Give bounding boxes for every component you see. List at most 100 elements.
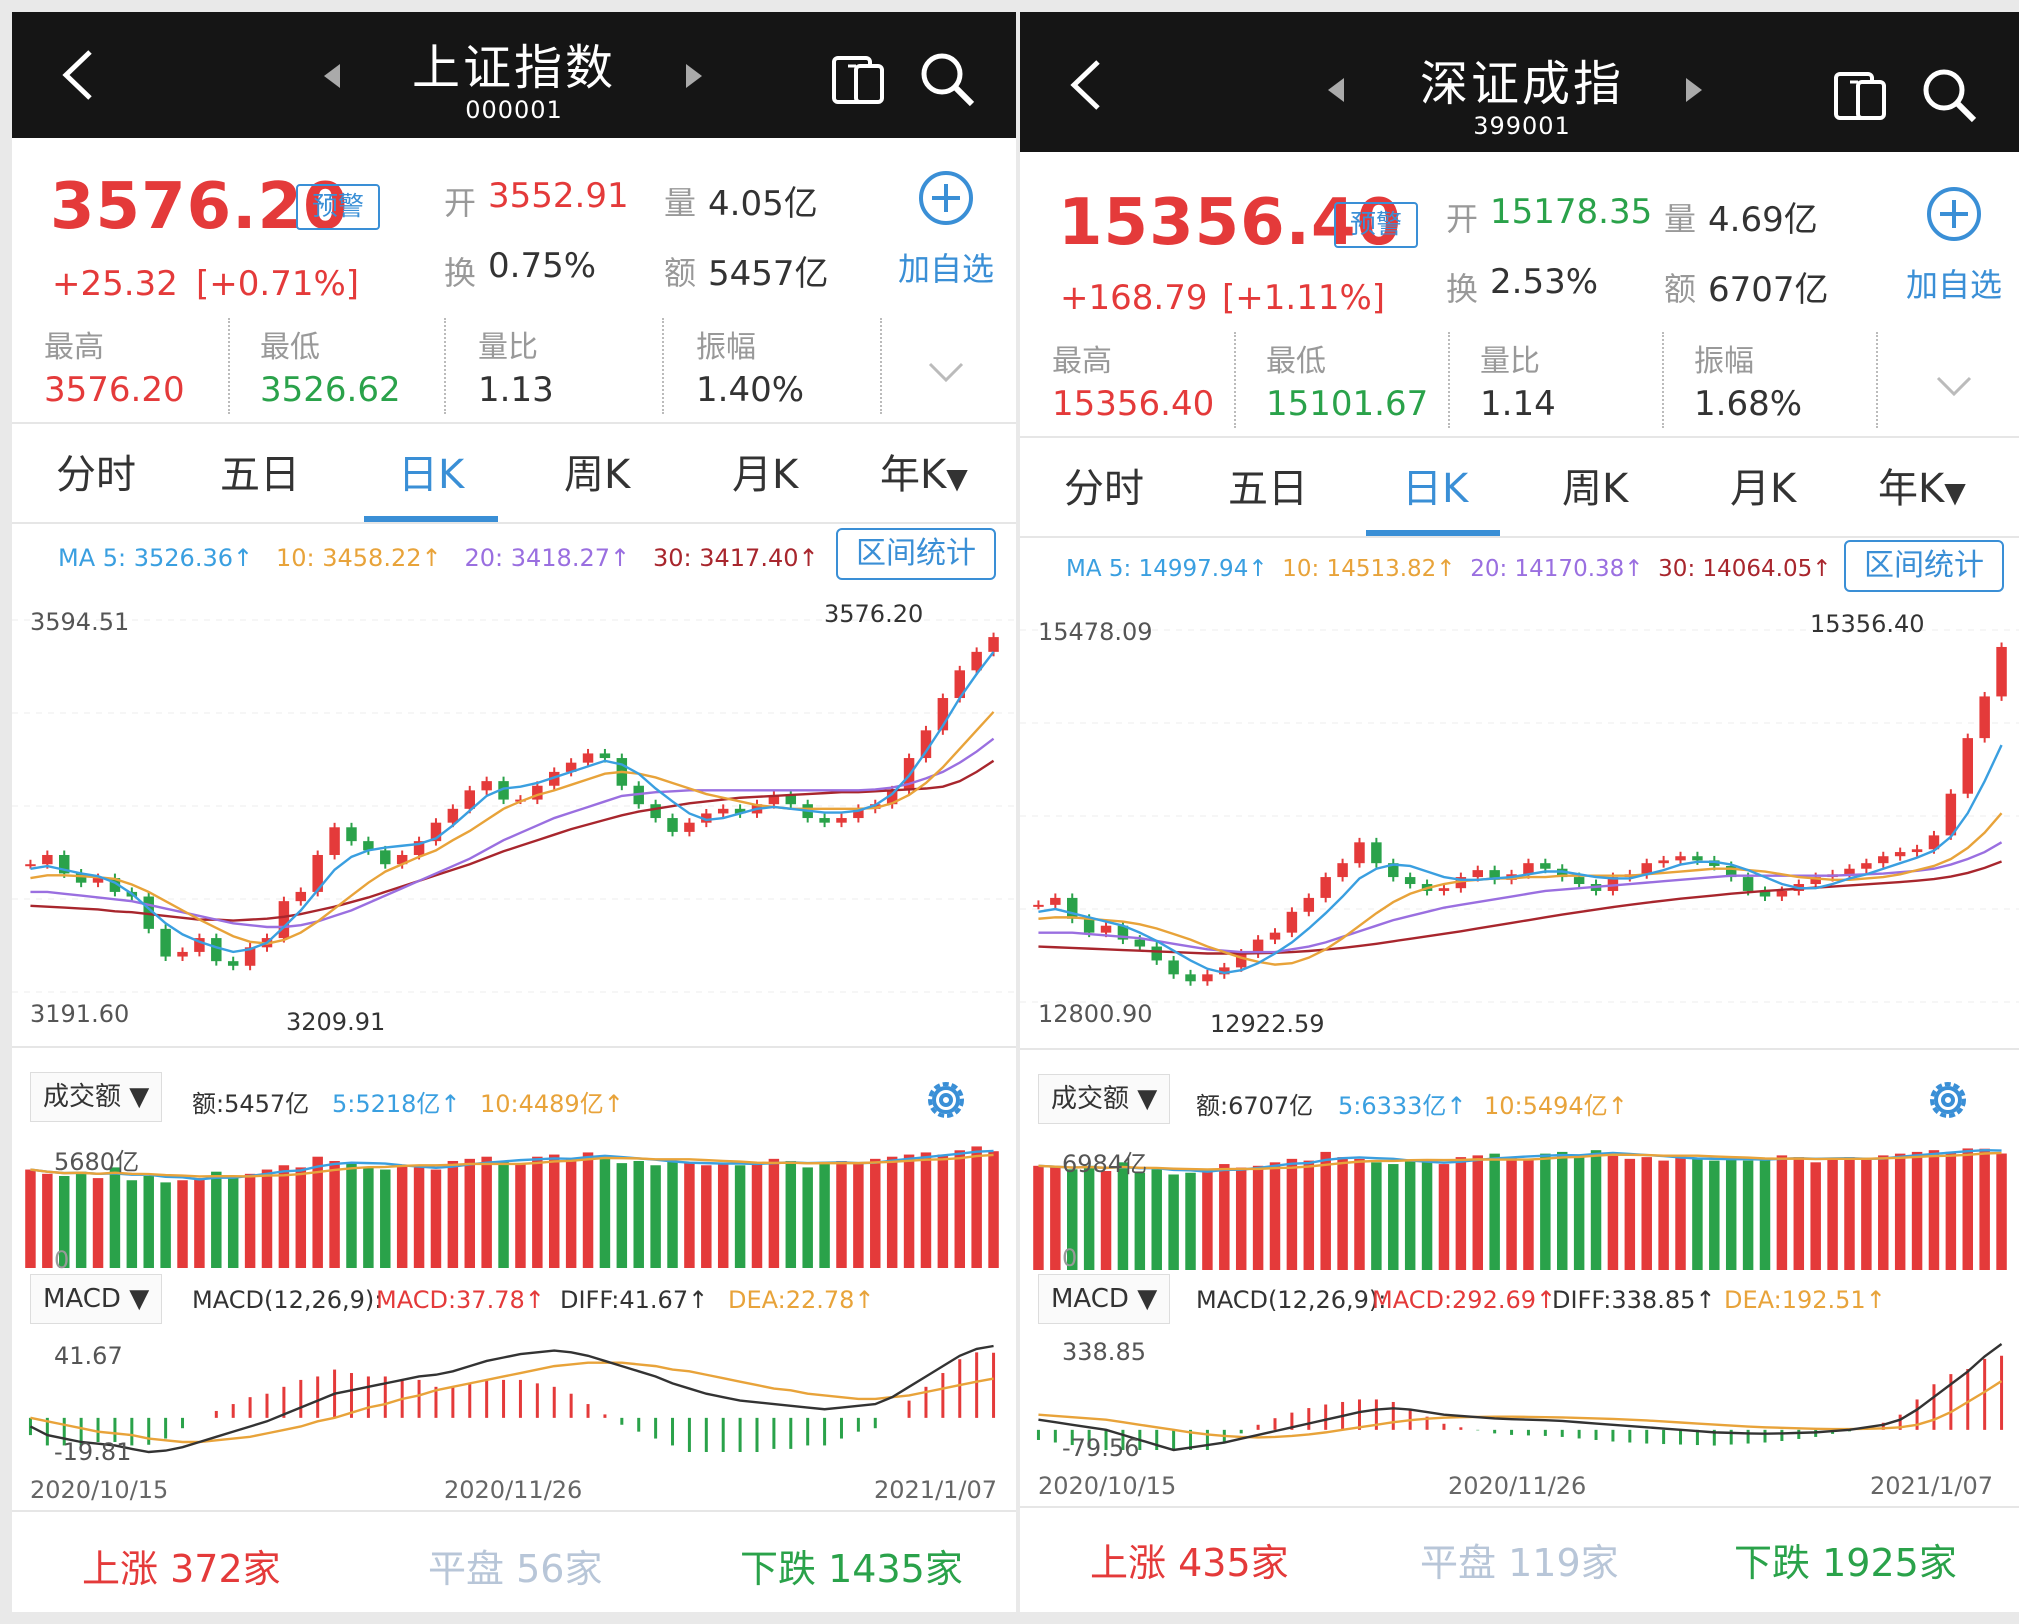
volume-bar [1252, 1165, 1264, 1270]
candle [363, 841, 374, 851]
macd-chart [1036, 1343, 2004, 1452]
candlestick-chart[interactable] [1020, 602, 2019, 1042]
alert-button[interactable]: 预警 [296, 184, 381, 230]
tab-yearly-k[interactable]: 年K▼ [880, 442, 968, 500]
candle [971, 651, 982, 671]
y-min-label: 12800.90 [1038, 1000, 1153, 1028]
back-arrow-icon[interactable] [1060, 58, 1114, 112]
candle [430, 822, 442, 842]
tab-monthly-k[interactable]: 月K [1730, 466, 1797, 512]
candle [1083, 918, 1095, 933]
candle [498, 781, 509, 800]
candle [785, 794, 797, 805]
macd-indicator-select[interactable]: MACD ▼ [30, 1274, 163, 1324]
candle [988, 637, 999, 652]
tab-weekly-k[interactable]: 周K [1562, 466, 1629, 512]
macd-indicator-select[interactable]: MACD ▼ [1038, 1274, 1171, 1324]
volume-ma10: 10:4489亿↑ [480, 1090, 624, 1118]
tab-five-day[interactable]: 五日 [220, 452, 300, 498]
tab-intraday[interactable]: 分时 [56, 452, 136, 498]
amount-indicator: 额:5457亿 [192, 1090, 310, 1118]
advancers-count: 435家 [1178, 1541, 1289, 1585]
landscape-switch-icon[interactable] [830, 52, 886, 106]
dea-value: DEA:192.51↑ [1724, 1286, 1886, 1314]
divider [1662, 332, 1664, 428]
candle [836, 818, 847, 823]
settings-gear-icon[interactable] [920, 1074, 972, 1126]
candle [75, 873, 87, 883]
search-icon[interactable] [1920, 66, 1978, 124]
prev-index-icon[interactable] [322, 62, 342, 90]
ma10-value: 10: 3458.22↑ [275, 544, 442, 572]
candle [650, 804, 661, 819]
next-index-icon[interactable] [1684, 76, 1704, 104]
volume-bar [42, 1173, 53, 1268]
volume-ratio-label: 量比 [478, 330, 538, 365]
candle [1404, 877, 1416, 885]
add-watchlist-icon[interactable] [1926, 186, 1982, 242]
dea-line [30, 1361, 994, 1444]
volume-ratio-value: 1.14 [1480, 384, 1556, 424]
volume-bar [1303, 1160, 1315, 1270]
volume-bar [954, 1150, 965, 1268]
candlestick-chart[interactable] [12, 592, 1016, 1032]
range-stats-button[interactable]: 区间统计 [836, 528, 996, 580]
volume-bar [1557, 1151, 1568, 1270]
next-index-icon[interactable] [684, 62, 704, 90]
volume-bar [1624, 1158, 1636, 1270]
volume-chart [25, 1146, 999, 1268]
volume-bar [1371, 1162, 1382, 1270]
advancers-label: 上涨 [82, 1547, 159, 1591]
candle [42, 854, 53, 865]
ma5-value: MA 5: 14997.94↑ [1066, 556, 1268, 582]
candle [1100, 925, 1112, 933]
landscape-switch-icon[interactable] [1832, 68, 1888, 122]
candle [92, 878, 104, 883]
volume-bar [1235, 1167, 1247, 1270]
tab-daily-k[interactable]: 日K [398, 452, 465, 498]
unchanged-label: 平盘 [1420, 1541, 1497, 1585]
candle [1371, 842, 1382, 864]
candle [329, 827, 340, 855]
back-arrow-icon[interactable] [52, 48, 106, 102]
add-watchlist-label[interactable]: 加自选 [898, 250, 995, 288]
price-change: +168.79 [1060, 278, 1208, 318]
tab-daily-k[interactable]: 日K [1402, 466, 1469, 512]
volume-indicator-select[interactable]: 成交额 ▼ [1038, 1074, 1171, 1124]
tab-monthly-k[interactable]: 月K [732, 452, 799, 498]
volume-indicator-select[interactable]: 成交额 ▼ [30, 1072, 163, 1122]
tab-weekly-k[interactable]: 周K [564, 452, 631, 498]
title-bar: 上证指数 000001 [12, 12, 1016, 138]
low-label: 最低 [1266, 344, 1326, 379]
price-change-pct: [+0.71%] [196, 264, 360, 304]
expand-chevron-icon[interactable] [926, 360, 966, 386]
prev-index-icon[interactable] [1326, 76, 1346, 104]
ma10-value: 10: 14513.82↑ [1282, 556, 1456, 582]
volume-bar [1083, 1165, 1095, 1270]
volume-bar [1793, 1157, 1805, 1270]
candle [1354, 842, 1365, 864]
search-icon[interactable] [918, 50, 976, 108]
volume-bar [920, 1152, 932, 1268]
tab-yearly-k[interactable]: 年K▼ [1878, 456, 1966, 514]
caret-down-icon: ▼ [129, 1082, 150, 1112]
tab-intraday[interactable]: 分时 [1064, 466, 1144, 512]
settings-gear-icon[interactable] [1922, 1074, 1974, 1126]
candle [1776, 890, 1788, 897]
divider [12, 522, 1016, 524]
amplitude-label: 振幅 [1694, 344, 1754, 379]
range-stats-button[interactable]: 区间统计 [1844, 540, 2004, 592]
volume-bar [396, 1165, 408, 1268]
caret-down-icon: ▼ [1137, 1084, 1158, 1114]
expand-chevron-icon[interactable] [1934, 374, 1974, 400]
add-watchlist-label[interactable]: 加自选 [1906, 266, 2003, 304]
volume-bar [92, 1178, 104, 1268]
add-watchlist-icon[interactable] [918, 170, 974, 226]
open-value: 15178.35 [1490, 192, 1653, 232]
tab-five-day[interactable]: 五日 [1228, 466, 1308, 512]
candle [853, 808, 864, 819]
candle [1878, 856, 1889, 864]
title-bar: 深证成指 399001 [1020, 12, 2019, 152]
alert-button[interactable]: 预警 [1334, 202, 1419, 248]
volume-bar [1759, 1158, 1771, 1270]
